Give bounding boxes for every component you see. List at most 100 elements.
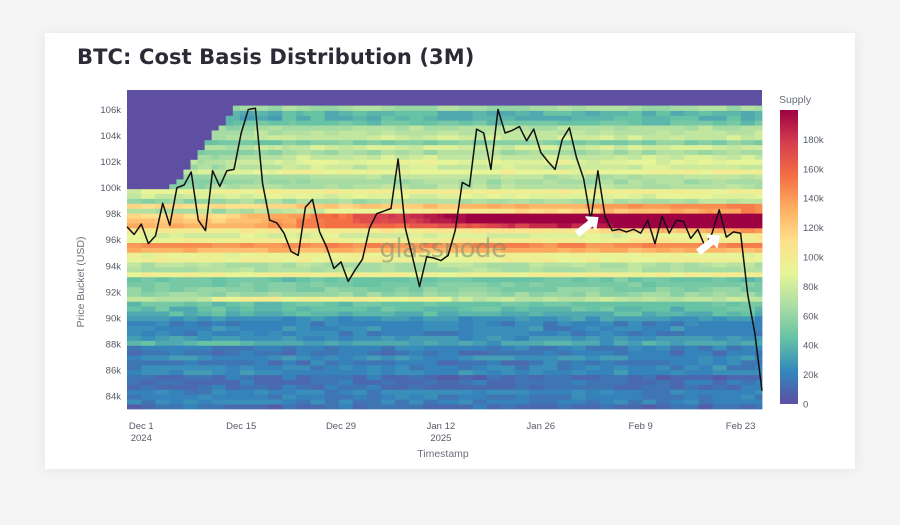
heatmap-cell — [409, 134, 424, 141]
heatmap-cell — [352, 247, 368, 253]
heatmap-cell — [698, 271, 714, 278]
heatmap-cell — [740, 267, 763, 273]
x-tick-label: Dec 15 — [226, 421, 256, 432]
heatmap-cell — [754, 389, 763, 395]
heatmap-cell — [740, 183, 756, 190]
heatmap-cell — [599, 134, 615, 141]
heatmap-cell — [726, 198, 742, 204]
heatmap-cell — [543, 301, 572, 307]
colorbar-tick-label: 40k — [803, 341, 819, 352]
heatmap-cell — [656, 271, 671, 278]
heatmap-cell — [613, 115, 643, 121]
heatmap-cell — [437, 291, 460, 297]
heatmap-cell — [296, 301, 325, 307]
heatmap-cell — [571, 134, 601, 141]
heatmap-cell — [352, 364, 368, 371]
heatmap-cell — [127, 213, 142, 219]
heatmap-cell — [698, 159, 714, 165]
heatmap-cell — [740, 144, 763, 151]
heatmap-cell — [395, 252, 410, 258]
heatmap-cell — [670, 252, 685, 258]
heatmap-cell — [296, 223, 325, 229]
heatmap-cell — [754, 115, 763, 121]
heatmap-cell — [296, 154, 311, 160]
heatmap-cell — [197, 218, 213, 224]
heatmap-cell — [571, 125, 615, 131]
heatmap-cell — [402, 218, 410, 224]
heatmap-cell — [740, 188, 756, 195]
heatmap-cell — [381, 271, 410, 278]
heatmap-cell — [141, 286, 156, 292]
heatmap-cell — [197, 237, 255, 243]
heatmap-cell — [451, 296, 460, 302]
heatmap-cell — [197, 208, 213, 214]
heatmap-cell — [627, 188, 657, 195]
heatmap-cell — [698, 316, 714, 322]
heatmap-cell — [472, 355, 516, 361]
heatmap-cell — [296, 105, 311, 111]
heatmap-cell — [500, 360, 530, 366]
heatmap-cell — [670, 237, 685, 243]
heatmap-cell — [127, 237, 170, 243]
heatmap-cell — [642, 242, 657, 248]
heatmap-cell — [726, 232, 742, 239]
heatmap-cell — [458, 374, 474, 380]
heatmap-cell — [310, 257, 325, 263]
heatmap-cell — [585, 139, 601, 146]
heatmap-cell — [585, 144, 601, 151]
heatmap-cell — [190, 159, 198, 165]
heatmap-cell — [169, 276, 213, 283]
heatmap-cell — [155, 281, 170, 288]
heatmap-cell — [543, 149, 572, 155]
heatmap-cell — [458, 193, 474, 199]
heatmap-cell — [712, 316, 728, 322]
heatmap-cell — [684, 149, 699, 155]
heatmap-cell — [458, 271, 516, 278]
heatmap-cell — [472, 174, 502, 180]
heatmap-cell — [529, 267, 544, 273]
heatmap-cell — [529, 291, 544, 297]
heatmap-cell — [500, 306, 516, 312]
heatmap-cell — [726, 335, 742, 341]
heatmap-cell — [268, 223, 283, 229]
heatmap-cell — [381, 389, 474, 395]
heatmap-cell — [211, 183, 227, 190]
heatmap-cell — [613, 183, 643, 190]
heatmap-cell — [585, 355, 601, 361]
heatmap-cell — [282, 105, 297, 111]
heatmap-cell — [423, 325, 460, 332]
heatmap-cell — [500, 311, 530, 317]
heatmap-cell — [627, 364, 657, 371]
heatmap-cell — [239, 350, 255, 356]
heatmap-cell — [437, 149, 502, 155]
heatmap-cell — [613, 350, 629, 356]
heatmap-cell — [141, 252, 156, 258]
heatmap-cell — [169, 218, 184, 224]
heatmap-cell — [310, 360, 325, 366]
heatmap-cell — [127, 291, 142, 297]
heatmap-cell — [141, 335, 156, 341]
heatmap-cell — [458, 340, 474, 346]
heatmap-cell — [486, 340, 502, 346]
heatmap-cell — [472, 404, 488, 410]
heatmap-cell — [183, 169, 191, 175]
heatmap-cell — [437, 110, 474, 116]
heatmap-cell — [211, 281, 227, 288]
heatmap-cell — [740, 404, 756, 410]
heatmap-cell — [352, 276, 410, 283]
heatmap-cell — [423, 144, 460, 151]
heatmap-cell — [225, 296, 241, 302]
heatmap-cell — [225, 252, 241, 258]
heatmap-cell — [155, 286, 170, 292]
heatmap-cell — [310, 203, 325, 209]
heatmap-cell — [141, 232, 156, 239]
heatmap-cell — [409, 252, 424, 258]
heatmap-cell — [211, 164, 220, 170]
heatmap-cell — [712, 301, 728, 307]
heatmap-cell — [684, 237, 699, 243]
heatmap-cell — [141, 379, 156, 385]
heatmap-cell — [585, 252, 643, 258]
heatmap-cell — [642, 296, 657, 302]
heatmap-cell — [613, 389, 643, 395]
heatmap-cell — [698, 125, 714, 131]
